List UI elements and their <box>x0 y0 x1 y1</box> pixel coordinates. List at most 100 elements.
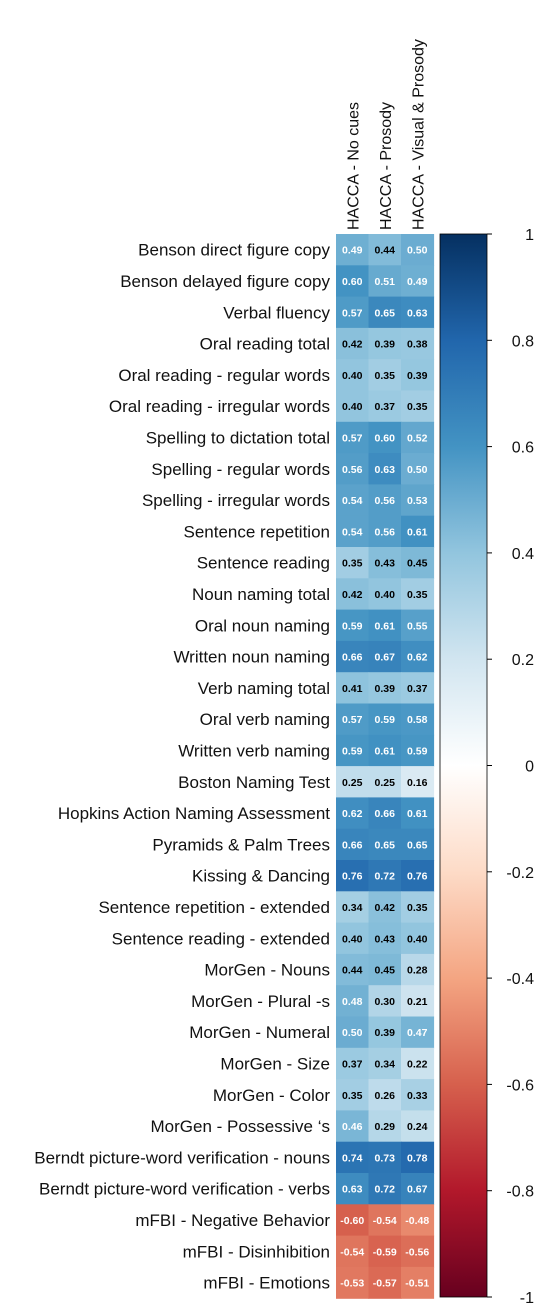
row-label: Sentence repetition - extended <box>98 898 330 917</box>
heatmap-cell <box>368 891 402 924</box>
cell-value-label: 0.50 <box>407 464 428 476</box>
cell-value-label: 0.35 <box>342 558 363 570</box>
heatmap-cell <box>401 359 435 392</box>
heatmap-cell <box>368 484 402 517</box>
heatmap-cell <box>401 296 435 329</box>
heatmap-cell <box>401 953 435 986</box>
cell-value-label: 0.25 <box>342 777 363 789</box>
cell-value-label: -0.56 <box>405 1246 429 1258</box>
cell-value-label: 0.44 <box>375 245 396 257</box>
heatmap-cell <box>368 578 402 611</box>
heatmap-cell <box>368 1204 402 1237</box>
cell-value-label: 0.59 <box>342 620 363 632</box>
heatmap-cell <box>368 1079 402 1111</box>
heatmap-cell <box>336 860 370 892</box>
cell-value-label: 0.74 <box>342 1152 363 1164</box>
colorbar-tick-label: 1 <box>525 227 534 244</box>
cell-value-label: -0.54 <box>373 1215 397 1227</box>
cell-value-label: 0.34 <box>342 902 363 914</box>
heatmap-cells <box>336 234 435 1299</box>
row-label: Oral reading - regular words <box>118 366 330 385</box>
heatmap-cell <box>336 327 370 360</box>
heatmap-cell <box>336 421 370 454</box>
cell-value-label: 0.76 <box>342 871 363 883</box>
heatmap-cell <box>336 828 370 861</box>
heatmap-cell <box>368 640 402 673</box>
row-label: Kissing & Dancing <box>192 867 330 886</box>
row-label: MorGen - Possessive ‘s <box>151 1117 331 1136</box>
cell-value-label: 0.35 <box>407 902 428 914</box>
cell-value-label: 0.57 <box>342 432 363 444</box>
heatmap-cell <box>401 1110 435 1143</box>
heatmap-cell <box>336 1173 370 1205</box>
cell-value-label: 0.40 <box>375 589 396 601</box>
cell-value-label: 0.57 <box>342 714 363 726</box>
cell-value-label: 0.21 <box>407 996 428 1008</box>
column-label: HACCA - Visual & Prosody <box>410 39 427 230</box>
colorbar-tick-label: -0.6 <box>506 1077 534 1094</box>
row-label: MorGen - Color <box>213 1086 330 1105</box>
heatmap-cell <box>336 672 370 705</box>
cell-value-label: 0.51 <box>375 276 396 288</box>
cell-value-label: -0.54 <box>340 1246 364 1258</box>
heatmap-cell <box>368 797 402 830</box>
cell-value-label: 0.60 <box>342 276 363 288</box>
heatmap-cell <box>336 1266 370 1299</box>
cell-value-label: 0.65 <box>375 839 396 851</box>
heatmap-cell <box>368 1141 402 1174</box>
heatmap-cell <box>336 985 370 1018</box>
cell-value-label: 0.63 <box>407 307 428 319</box>
row-label: Spelling - regular words <box>151 460 330 479</box>
cell-value-label: 0.42 <box>375 902 396 914</box>
heatmap-cell <box>336 703 370 736</box>
row-label: Berndt picture-word verification - verbs <box>39 1180 330 1199</box>
row-label: mFBI - Emotions <box>203 1274 330 1293</box>
cell-value-label: 0.66 <box>342 839 363 851</box>
heatmap-cell-values: 0.49 0.44 0.50 0.60 0.51 0.49 0.57 0.65 0.63 0.42… <box>340 245 429 1290</box>
heatmap-cell <box>336 484 370 517</box>
cell-value-label: 0.49 <box>342 245 363 257</box>
heatmap-cell <box>401 547 435 579</box>
heatmap-cell <box>336 515 370 548</box>
cell-value-label: 0.16 <box>407 777 428 789</box>
row-label: mFBI - Negative Behavior <box>135 1211 330 1230</box>
cell-value-label: 0.42 <box>342 339 363 351</box>
heatmap-cell <box>368 1047 402 1080</box>
row-label: Hopkins Action Naming Assessment <box>58 804 330 823</box>
heatmap-cell <box>368 609 402 642</box>
heatmap-cell <box>368 922 402 955</box>
column-label: HACCA - No cues <box>345 102 362 230</box>
cell-value-label: 0.56 <box>342 464 363 476</box>
cell-value-label: 0.61 <box>375 620 396 632</box>
heatmap-cell <box>368 1016 402 1049</box>
cell-value-label: 0.50 <box>407 245 428 257</box>
heatmap-cell <box>336 953 370 986</box>
heatmap-cell <box>368 359 402 392</box>
cell-value-label: 0.37 <box>375 401 396 413</box>
row-label: Benson direct figure copy <box>138 241 330 260</box>
colorbar-tick-label: 0.2 <box>512 652 534 669</box>
row-label: Oral reading - irregular words <box>109 397 330 416</box>
cell-value-label: 0.42 <box>342 589 363 601</box>
row-label: Sentence repetition <box>184 522 331 541</box>
heatmap-cell <box>336 390 370 423</box>
heatmap-cell <box>336 1204 370 1237</box>
heatmap-cell <box>401 985 435 1018</box>
heatmap-cell <box>336 640 370 673</box>
heatmap-cell <box>368 296 402 329</box>
cell-value-label: 0.46 <box>342 1121 363 1133</box>
cell-value-label: 0.59 <box>407 745 428 757</box>
cell-value-label: 0.47 <box>407 1027 428 1039</box>
heatmap-cell <box>401 1047 435 1080</box>
heatmap-cell <box>336 1235 370 1268</box>
cell-value-label: 0.66 <box>342 652 363 664</box>
column-labels: HACCA - No cues HACCA - Prosody HACCA - Vi… <box>345 39 427 230</box>
heatmap-cell <box>336 578 370 611</box>
cell-value-label: 0.52 <box>407 432 428 444</box>
cell-value-label: 0.60 <box>375 432 396 444</box>
row-label: mFBI - Disinhibition <box>183 1242 330 1261</box>
row-label: Written verb naming <box>178 741 330 760</box>
cell-value-label: 0.58 <box>407 714 428 726</box>
row-label: Sentence reading - extended <box>112 929 330 948</box>
